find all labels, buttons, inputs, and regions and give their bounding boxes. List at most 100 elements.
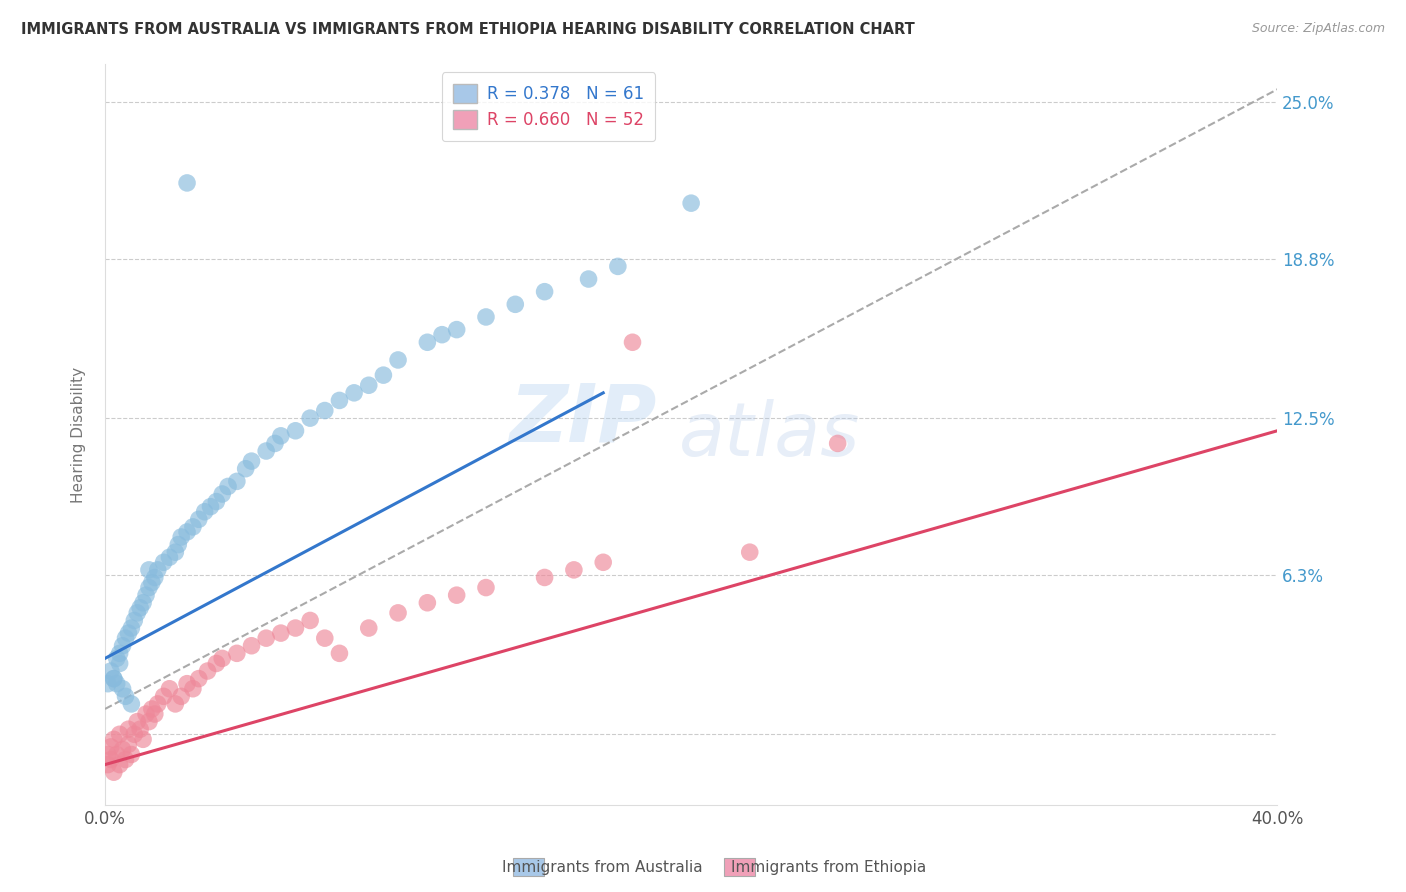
Point xyxy=(225,646,247,660)
Point xyxy=(357,621,380,635)
Point xyxy=(124,727,146,741)
Point xyxy=(111,681,134,696)
Text: ZIP: ZIP xyxy=(509,381,657,458)
Point xyxy=(165,545,187,559)
Point xyxy=(105,651,128,665)
Point xyxy=(114,753,136,767)
Point xyxy=(181,520,204,534)
Point xyxy=(314,403,336,417)
Point xyxy=(194,505,217,519)
Text: Immigrants from Ethiopia: Immigrants from Ethiopia xyxy=(731,860,927,874)
Point xyxy=(446,323,468,337)
Point xyxy=(387,353,409,368)
Point xyxy=(152,690,174,704)
Point xyxy=(97,747,120,762)
Point xyxy=(146,697,169,711)
Point xyxy=(143,706,166,721)
Point xyxy=(254,444,277,458)
Point xyxy=(205,657,228,671)
Point xyxy=(328,646,350,660)
Point xyxy=(135,588,157,602)
Point xyxy=(299,411,322,425)
Point xyxy=(681,196,703,211)
Point xyxy=(138,714,160,729)
Point xyxy=(141,575,163,590)
Point xyxy=(117,626,139,640)
Point xyxy=(211,487,233,501)
Point xyxy=(103,672,125,686)
Point xyxy=(138,581,160,595)
Text: Immigrants from Australia: Immigrants from Australia xyxy=(502,860,703,874)
Point xyxy=(124,614,146,628)
Point xyxy=(108,657,131,671)
Point xyxy=(176,676,198,690)
Point xyxy=(578,272,600,286)
Point xyxy=(120,621,142,635)
Point xyxy=(254,631,277,645)
Point xyxy=(416,596,439,610)
Point xyxy=(114,690,136,704)
Point xyxy=(284,621,307,635)
Point xyxy=(97,757,120,772)
Point xyxy=(533,285,555,299)
Point xyxy=(328,393,350,408)
Point xyxy=(299,614,322,628)
Point xyxy=(127,714,149,729)
Point xyxy=(120,747,142,762)
Point xyxy=(503,297,526,311)
Point xyxy=(120,697,142,711)
Point xyxy=(475,581,498,595)
Point xyxy=(738,545,761,559)
Text: IMMIGRANTS FROM AUSTRALIA VS IMMIGRANTS FROM ETHIOPIA HEARING DISABILITY CORRELA: IMMIGRANTS FROM AUSTRALIA VS IMMIGRANTS … xyxy=(21,22,915,37)
Point xyxy=(606,260,628,274)
Point xyxy=(562,563,585,577)
Point xyxy=(117,722,139,736)
Point xyxy=(225,475,247,489)
Point xyxy=(187,512,209,526)
Point xyxy=(264,436,287,450)
Point xyxy=(205,494,228,508)
Point xyxy=(105,747,128,762)
Point xyxy=(146,563,169,577)
Point xyxy=(159,681,181,696)
Point xyxy=(446,588,468,602)
Point xyxy=(105,676,128,690)
Point xyxy=(430,327,453,342)
Point xyxy=(97,676,120,690)
Point xyxy=(138,563,160,577)
Point xyxy=(143,570,166,584)
Legend: R = 0.378   N = 61, R = 0.660   N = 52: R = 0.378 N = 61, R = 0.660 N = 52 xyxy=(441,72,655,141)
Point xyxy=(217,479,239,493)
Point xyxy=(270,626,292,640)
Point xyxy=(284,424,307,438)
Point xyxy=(181,681,204,696)
Point xyxy=(141,702,163,716)
Text: Source: ZipAtlas.com: Source: ZipAtlas.com xyxy=(1251,22,1385,36)
Point xyxy=(373,368,395,383)
Point xyxy=(240,639,263,653)
Point xyxy=(200,500,222,514)
Point xyxy=(176,176,198,190)
Point xyxy=(211,651,233,665)
Point xyxy=(827,436,849,450)
Point xyxy=(357,378,380,392)
Point xyxy=(235,461,257,475)
Point xyxy=(170,530,193,544)
Point xyxy=(117,738,139,752)
Point xyxy=(170,690,193,704)
Point xyxy=(114,631,136,645)
Point xyxy=(176,524,198,539)
Text: atlas: atlas xyxy=(679,399,860,471)
Point xyxy=(314,631,336,645)
Point xyxy=(108,757,131,772)
Point xyxy=(167,538,190,552)
Point xyxy=(111,742,134,756)
Point xyxy=(197,664,219,678)
Y-axis label: Hearing Disability: Hearing Disability xyxy=(72,367,86,502)
Point xyxy=(103,732,125,747)
Point xyxy=(343,385,366,400)
Point xyxy=(129,600,152,615)
Point xyxy=(187,672,209,686)
Point xyxy=(135,706,157,721)
Point xyxy=(270,429,292,443)
